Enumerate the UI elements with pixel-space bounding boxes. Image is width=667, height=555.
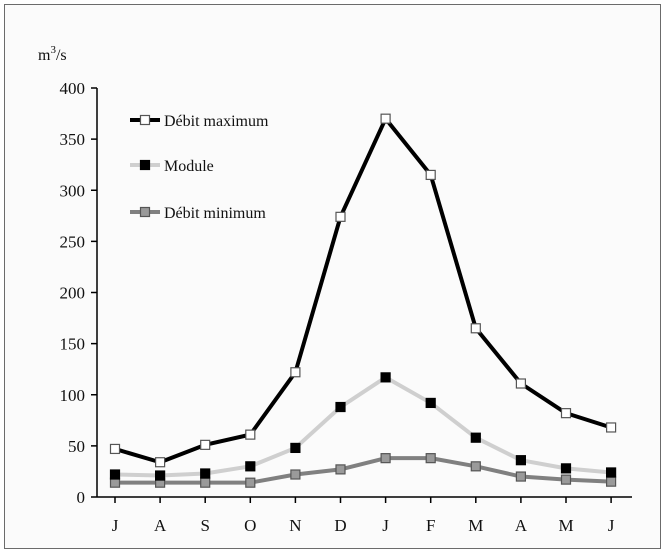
series-layer bbox=[109, 113, 617, 488]
data-point bbox=[515, 455, 527, 466]
legend-item: Module bbox=[130, 158, 214, 175]
x-tick-label: A bbox=[154, 516, 167, 535]
data-point bbox=[380, 453, 391, 464]
axes: 0 50 100 150 200 250 300 350 400 J A S O N D J F M A M J bbox=[60, 79, 632, 535]
data-point bbox=[200, 477, 211, 488]
data-point bbox=[605, 467, 617, 478]
y-tick-label: 0 bbox=[77, 488, 86, 507]
data-point bbox=[200, 468, 211, 479]
data-point bbox=[245, 477, 256, 488]
x-tick-label: A bbox=[515, 516, 528, 535]
y-tick-label: 200 bbox=[60, 284, 86, 303]
series-line bbox=[114, 375, 612, 478]
legend-label: Débit maximum bbox=[164, 113, 269, 130]
data-point bbox=[380, 113, 391, 124]
data-point bbox=[515, 471, 527, 482]
data-point bbox=[200, 439, 211, 450]
legend-item: Débit minimum bbox=[130, 205, 266, 222]
y-tick-label: 250 bbox=[60, 232, 86, 251]
legend-item: Débit maximum bbox=[130, 113, 269, 130]
series-line bbox=[115, 456, 612, 485]
data-point bbox=[380, 372, 391, 383]
x-tick-label: J bbox=[112, 516, 119, 535]
legend-label: Débit minimum bbox=[164, 205, 266, 222]
x-tick-label: M bbox=[558, 516, 573, 535]
data-point bbox=[470, 432, 481, 443]
y-tick-label: 350 bbox=[60, 130, 86, 149]
y-tick-label: 150 bbox=[60, 335, 86, 354]
data-point bbox=[245, 429, 256, 440]
data-point bbox=[560, 408, 572, 419]
x-tick-label: O bbox=[244, 516, 256, 535]
legend-label: Module bbox=[164, 158, 214, 175]
data-point bbox=[290, 367, 301, 378]
y-tick-label: 300 bbox=[60, 181, 86, 200]
series-line bbox=[114, 116, 612, 465]
legend-swatch-marker bbox=[139, 114, 151, 126]
legend-swatch-marker bbox=[139, 159, 151, 171]
y-tick-label: 100 bbox=[60, 386, 86, 405]
x-tick-label: N bbox=[289, 516, 301, 535]
data-point bbox=[109, 443, 121, 455]
data-point bbox=[560, 463, 572, 474]
data-point bbox=[335, 401, 346, 413]
data-point bbox=[155, 457, 166, 468]
y-tick-label: 400 bbox=[60, 79, 86, 98]
x-tick-label: J bbox=[382, 516, 389, 535]
data-point bbox=[245, 461, 256, 472]
data-point bbox=[335, 464, 346, 475]
data-point bbox=[470, 461, 481, 472]
x-tick-label: M bbox=[468, 516, 483, 535]
x-tick-label: F bbox=[426, 516, 435, 535]
data-point bbox=[425, 453, 436, 464]
data-point bbox=[335, 211, 346, 222]
data-point bbox=[560, 474, 572, 485]
data-point bbox=[605, 476, 617, 487]
series-0 bbox=[109, 113, 617, 468]
data-point bbox=[290, 442, 301, 454]
data-point bbox=[425, 397, 436, 409]
data-point bbox=[155, 470, 166, 481]
legend-swatch-marker bbox=[139, 206, 151, 218]
x-tick-label: J bbox=[608, 516, 615, 535]
data-point bbox=[425, 169, 436, 181]
legend: Débit maximum Module Débit minimum bbox=[130, 113, 269, 222]
data-point bbox=[290, 469, 301, 480]
x-tick-label: D bbox=[334, 516, 346, 535]
y-axis-unit-label: m3/s bbox=[38, 44, 67, 64]
data-point bbox=[109, 469, 121, 480]
series-2 bbox=[109, 453, 617, 488]
data-point bbox=[515, 378, 527, 389]
chart-frame bbox=[4, 4, 661, 549]
data-point bbox=[470, 323, 481, 334]
series-1 bbox=[109, 372, 617, 481]
data-point bbox=[605, 422, 617, 433]
y-tick-label: 50 bbox=[68, 437, 85, 456]
x-tick-label: S bbox=[200, 516, 209, 535]
